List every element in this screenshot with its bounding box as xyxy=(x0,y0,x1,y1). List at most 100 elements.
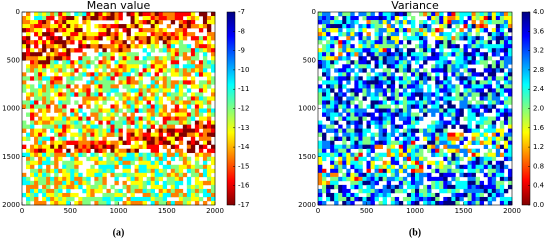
texture xyxy=(330,117,334,121)
texture xyxy=(443,16,447,20)
texture xyxy=(110,129,114,133)
texture xyxy=(179,129,183,133)
texture xyxy=(403,149,407,153)
texture xyxy=(86,56,90,60)
texture xyxy=(203,68,207,72)
texture xyxy=(350,121,354,125)
texture xyxy=(139,28,143,32)
texture xyxy=(379,177,383,181)
texture xyxy=(346,68,350,72)
texture xyxy=(151,125,155,129)
texture xyxy=(427,173,431,177)
texture xyxy=(66,48,70,52)
texture xyxy=(379,60,383,64)
texture xyxy=(106,96,110,100)
texture xyxy=(488,201,492,205)
texture xyxy=(183,28,187,32)
texture xyxy=(476,113,480,117)
texture xyxy=(395,68,399,72)
texture xyxy=(155,24,159,28)
texture xyxy=(508,197,512,201)
texture xyxy=(199,100,203,104)
texture xyxy=(346,20,350,24)
texture xyxy=(435,161,439,165)
texture xyxy=(82,36,86,40)
texture xyxy=(155,68,159,72)
texture xyxy=(326,109,330,113)
texture xyxy=(90,145,94,149)
texture xyxy=(22,36,26,40)
texture xyxy=(330,169,334,173)
texture xyxy=(459,109,463,113)
texture xyxy=(407,76,411,80)
texture xyxy=(399,109,403,113)
texture xyxy=(119,109,123,113)
texture xyxy=(123,121,127,125)
texture xyxy=(139,117,143,121)
texture xyxy=(464,137,468,141)
texture xyxy=(30,129,34,133)
texture xyxy=(375,96,379,100)
y-tick-label: 1000 xyxy=(298,105,316,113)
texture xyxy=(399,125,403,129)
texture xyxy=(504,121,508,125)
texture xyxy=(391,12,395,16)
texture xyxy=(443,36,447,40)
texture xyxy=(199,165,203,169)
texture xyxy=(167,189,171,193)
texture xyxy=(54,48,58,52)
texture xyxy=(379,44,383,48)
texture xyxy=(367,104,371,108)
texture xyxy=(127,68,131,72)
texture xyxy=(334,113,338,117)
texture xyxy=(383,92,387,96)
texture xyxy=(183,157,187,161)
texture xyxy=(346,40,350,44)
texture xyxy=(375,109,379,113)
texture xyxy=(98,133,102,137)
texture xyxy=(187,16,191,20)
texture xyxy=(123,173,127,177)
texture xyxy=(379,28,383,32)
texture xyxy=(443,177,447,181)
texture xyxy=(354,72,358,76)
texture xyxy=(102,173,106,177)
texture xyxy=(94,92,98,96)
texture xyxy=(326,84,330,88)
texture xyxy=(183,72,187,76)
texture xyxy=(379,189,383,193)
texture xyxy=(383,109,387,113)
texture xyxy=(46,104,50,108)
texture xyxy=(66,24,70,28)
texture xyxy=(411,169,415,173)
texture xyxy=(179,157,183,161)
texture xyxy=(500,28,504,32)
texture xyxy=(58,129,62,133)
texture xyxy=(203,137,207,141)
texture xyxy=(131,145,135,149)
texture xyxy=(334,185,338,189)
texture xyxy=(191,141,195,145)
texture xyxy=(102,185,106,189)
texture xyxy=(375,117,379,121)
texture xyxy=(435,88,439,92)
texture xyxy=(127,185,131,189)
texture xyxy=(143,84,147,88)
texture xyxy=(419,177,423,181)
texture xyxy=(163,32,167,36)
texture xyxy=(175,201,179,205)
texture xyxy=(70,60,74,64)
texture xyxy=(171,193,175,197)
texture xyxy=(22,28,26,32)
texture xyxy=(163,76,167,80)
texture xyxy=(435,36,439,40)
texture xyxy=(468,16,472,20)
texture xyxy=(375,165,379,169)
colorbar-tick-label: 1.6 xyxy=(533,124,545,132)
texture xyxy=(78,201,82,205)
texture xyxy=(492,52,496,56)
texture xyxy=(399,20,403,24)
texture xyxy=(175,109,179,113)
texture xyxy=(330,141,334,145)
texture xyxy=(468,121,472,125)
